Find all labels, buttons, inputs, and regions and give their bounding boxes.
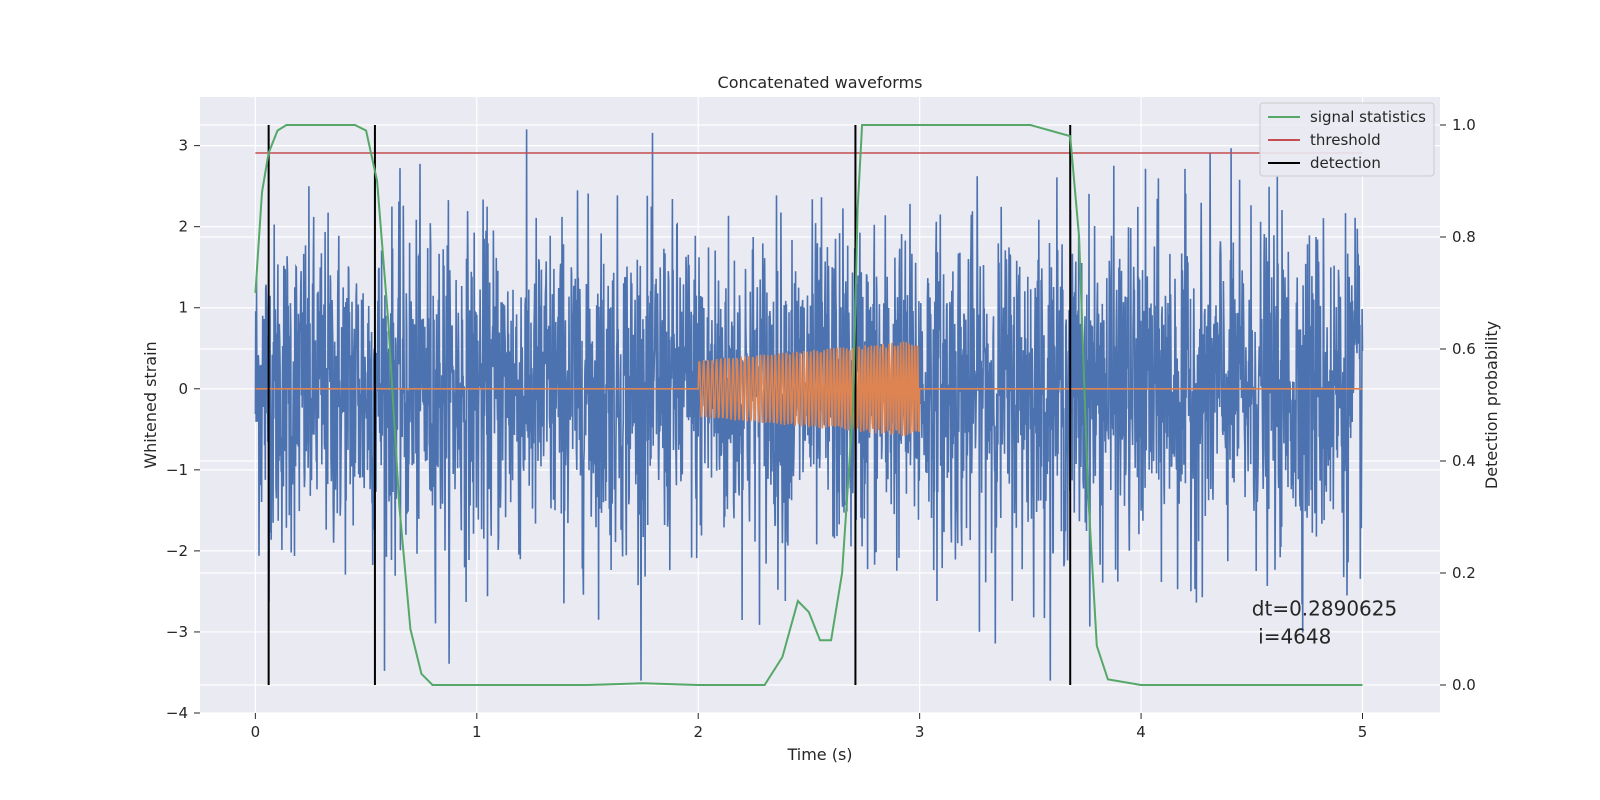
y-tick-label: 0 bbox=[178, 380, 188, 398]
y2-tick-label: 0.0 bbox=[1452, 676, 1476, 694]
y2-tick-label: 0.2 bbox=[1452, 564, 1476, 582]
y2-tick-label: 1.0 bbox=[1452, 116, 1476, 134]
x-axis-ticks: 0 1 2 3 4 5 bbox=[251, 713, 1368, 741]
y2-axis-label: Detection probability bbox=[1482, 321, 1501, 489]
x-axis-label: Time (s) bbox=[786, 745, 852, 764]
legend-label: signal statistics bbox=[1310, 108, 1426, 126]
injected-waveform-series bbox=[255, 341, 1363, 436]
legend-label: threshold bbox=[1310, 131, 1381, 149]
annotation-dt: dt=0.2890625 bbox=[1252, 597, 1397, 621]
y-axis-ticks: −4 −3 −2 −1 0 1 2 3 bbox=[166, 137, 200, 722]
legend-box bbox=[1259, 102, 1435, 177]
signal-statistics-series bbox=[254, 124, 1363, 686]
chart-title: Concatenated waveforms bbox=[718, 73, 923, 92]
annotation-index: i=4648 bbox=[1252, 625, 1332, 649]
y-tick-label: 3 bbox=[178, 137, 188, 155]
y2-tick-label: 0.4 bbox=[1452, 452, 1476, 470]
y-tick-label: −1 bbox=[166, 461, 188, 479]
y-tick-label: −2 bbox=[166, 542, 188, 560]
legend-label: detection bbox=[1310, 154, 1381, 172]
x-tick-label: 5 bbox=[1358, 723, 1368, 741]
x-tick-label: 0 bbox=[251, 723, 261, 741]
y-tick-label: −4 bbox=[166, 704, 188, 722]
y2-tick-label: 0.6 bbox=[1452, 340, 1476, 358]
x-tick-label: 1 bbox=[472, 723, 482, 741]
y-tick-label: 1 bbox=[178, 299, 188, 317]
y-tick-label: 2 bbox=[178, 218, 188, 236]
y2-tick-label: 0.8 bbox=[1452, 228, 1476, 246]
detection-lines bbox=[267, 125, 1072, 685]
y2-axis-ticks: 0.0 0.2 0.4 0.6 0.8 1.0 bbox=[1440, 116, 1476, 694]
x-tick-label: 4 bbox=[1136, 723, 1146, 741]
legend: signal statistics threshold detection bbox=[1259, 102, 1435, 177]
x-tick-label: 2 bbox=[693, 723, 703, 741]
y-axis-label: Whitened strain bbox=[141, 341, 160, 468]
x-tick-label: 3 bbox=[915, 723, 925, 741]
y-tick-label: −3 bbox=[166, 623, 188, 641]
